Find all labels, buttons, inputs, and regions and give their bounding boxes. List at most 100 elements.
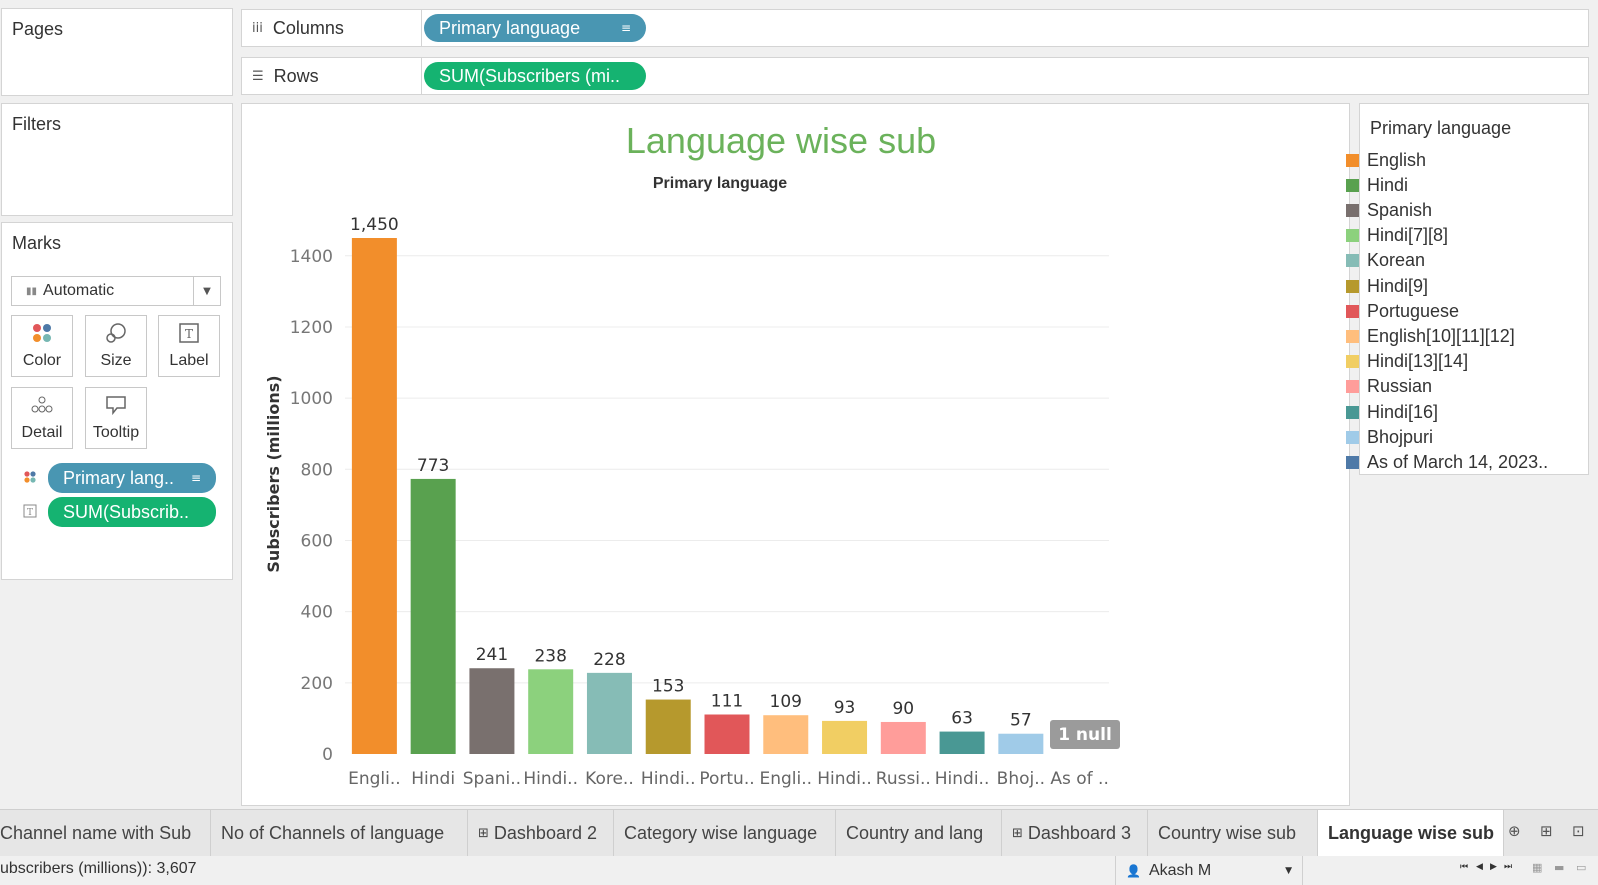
x-tick-label: Hindi.. — [523, 769, 578, 789]
legend-swatch — [1346, 203, 1359, 217]
new-story-icon[interactable]: ⊡ — [1572, 822, 1585, 840]
status-bar: ubscribers (millions)): 3,607 👤 Akash M … — [0, 856, 1598, 885]
user-menu[interactable]: 👤 Akash M ▼ — [1115, 856, 1303, 885]
tab-category-wise-language[interactable]: Category wise language — [614, 810, 836, 856]
tooltip-icon — [86, 394, 146, 424]
x-tick-label: Hindi — [411, 769, 455, 789]
y-tick-label: 600 — [301, 531, 333, 551]
chevron-down-icon[interactable]: ▼ — [193, 277, 220, 305]
bar[interactable] — [880, 721, 926, 754]
rows-shelf-label: ☰ Rows — [242, 58, 422, 94]
bar-value-label: 57 — [1010, 711, 1032, 731]
last-sheet-icon[interactable]: ⏭ — [1504, 862, 1513, 872]
detail-button[interactable]: Detail — [11, 387, 73, 449]
filters-card[interactable]: Filters — [1, 103, 233, 216]
color-icon — [12, 322, 72, 352]
filmstrip-view-icon[interactable]: ▬ — [1554, 861, 1565, 874]
bar-value-label: 153 — [652, 677, 684, 697]
legend-item[interactable]: Hindi[16] — [1346, 402, 1438, 422]
bar[interactable] — [822, 720, 868, 754]
grid-view-icon[interactable]: ▦ — [1532, 861, 1543, 874]
tab-label: No of Channels of language — [221, 822, 445, 843]
bar[interactable] — [410, 478, 456, 754]
legend-item[interactable]: English — [1346, 150, 1426, 170]
columns-icon: iii — [252, 20, 263, 36]
rows-icon: ☰ — [252, 68, 264, 84]
legend-title: Primary language — [1370, 118, 1512, 138]
bar[interactable] — [528, 669, 574, 754]
label-label: Label — [169, 352, 209, 369]
bar[interactable] — [645, 699, 691, 754]
tab-view-icon[interactable]: ▭ — [1576, 861, 1587, 874]
legend-item[interactable]: Russian — [1346, 376, 1433, 397]
next-sheet-icon[interactable]: ▶ — [1490, 862, 1497, 872]
legend-swatch — [1346, 178, 1359, 192]
bar-value-label: 90 — [892, 699, 914, 719]
legend-item-label: Portuguese — [1367, 300, 1460, 321]
bar[interactable] — [704, 714, 750, 754]
tab-dashboard-2[interactable]: ⊞ Dashboard 2 — [468, 810, 614, 856]
filters-title: Filters — [12, 114, 61, 134]
tab-label: Dashboard 2 — [493, 822, 597, 843]
user-icon: 👤 — [1126, 863, 1141, 878]
mark-type-dropdown[interactable]: ▮▮ Automatic ▼ — [11, 276, 221, 306]
rows-pill[interactable]: SUM(Subscribers (mi.. — [424, 62, 646, 90]
bar-value-label: 1,450 — [350, 215, 399, 235]
tab-country-wise-sub[interactable]: Country wise sub — [1148, 810, 1318, 856]
tooltip-button[interactable]: Tooltip — [85, 387, 147, 449]
bar[interactable] — [586, 672, 632, 754]
tab-label: Language wise sub — [1328, 822, 1495, 843]
color-label: Color — [22, 352, 62, 369]
new-worksheet-icon[interactable]: ⊕ — [1508, 822, 1521, 840]
bar[interactable] — [469, 668, 515, 754]
bar[interactable] — [763, 715, 809, 754]
x-tick-label: As of .. — [1050, 769, 1109, 789]
prev-sheet-icon[interactable]: ◀ — [1476, 862, 1483, 872]
bar[interactable] — [939, 731, 985, 754]
tab-no-of-channels-of-language[interactable]: No of Channels of language — [211, 810, 468, 856]
new-dashboard-icon[interactable]: ⊞ — [1540, 822, 1553, 840]
tab-channel-name-with-sub[interactable]: Channel name with Sub — [0, 810, 211, 856]
tab-dashboard-3[interactable]: ⊞ Dashboard 3 — [1002, 810, 1148, 856]
tab-language-wise-sub[interactable]: Language wise sub — [1318, 810, 1504, 856]
legend-item[interactable]: Korean — [1346, 250, 1425, 271]
legend-item[interactable]: Hindi[13][14] — [1346, 351, 1468, 372]
x-tick-label: Engli.. — [759, 769, 812, 789]
y-tick-label: 1000 — [290, 389, 333, 409]
legend-item[interactable]: Spanish — [1346, 200, 1432, 220]
bar-value-label: 241 — [476, 645, 508, 665]
legend-item[interactable]: Portuguese — [1346, 301, 1459, 321]
legend-item[interactable]: English[10][11][12] — [1346, 326, 1515, 346]
label-button[interactable]: T Label — [158, 315, 220, 377]
chart-title: Language wise sub — [625, 120, 937, 161]
color-mark-icon — [23, 470, 37, 487]
legend-swatch — [1346, 329, 1359, 343]
bar-value-label: 63 — [951, 709, 973, 729]
x-tick-label: Hindi.. — [935, 769, 990, 789]
null-indicator-label: 1 null — [1058, 725, 1112, 745]
legend-item[interactable]: Hindi[9] — [1346, 276, 1428, 296]
marks-color-pill[interactable]: Primary lang.. ≡ — [48, 463, 216, 493]
legend-item-label: Russian — [1367, 376, 1433, 397]
bar[interactable] — [998, 733, 1044, 754]
columns-pill[interactable]: Primary language ≡ — [424, 14, 646, 42]
legend-item[interactable]: Hindi[7][8] — [1346, 225, 1448, 246]
first-sheet-icon[interactable]: ⏮ — [1460, 862, 1469, 872]
marks-color-pill-label: Primary lang.. — [63, 467, 175, 488]
null-indicator[interactable]: 1 null — [1050, 720, 1120, 749]
sort-icon: ≡ — [190, 471, 201, 485]
legend-item[interactable]: As of March 14, 2023.. — [1346, 452, 1548, 472]
legend-item-label: Bhojpuri — [1367, 426, 1434, 447]
tab-country-and-lang[interactable]: Country and lang — [836, 810, 1002, 856]
color-button[interactable]: Color — [11, 315, 73, 377]
bar-value-label: 228 — [593, 650, 625, 670]
x-tick-label: Spani.. — [463, 769, 521, 789]
legend-item[interactable]: Bhojpuri — [1346, 427, 1433, 447]
columns-label: Columns — [272, 17, 344, 38]
size-button[interactable]: Size — [85, 315, 147, 377]
marks-label-pill[interactable]: SUM(Subscrib.. — [48, 497, 216, 527]
legend-item[interactable]: Hindi — [1346, 175, 1408, 195]
legend-swatch — [1346, 430, 1359, 444]
bar[interactable] — [351, 238, 397, 754]
y-tick-label: 1200 — [290, 318, 333, 338]
